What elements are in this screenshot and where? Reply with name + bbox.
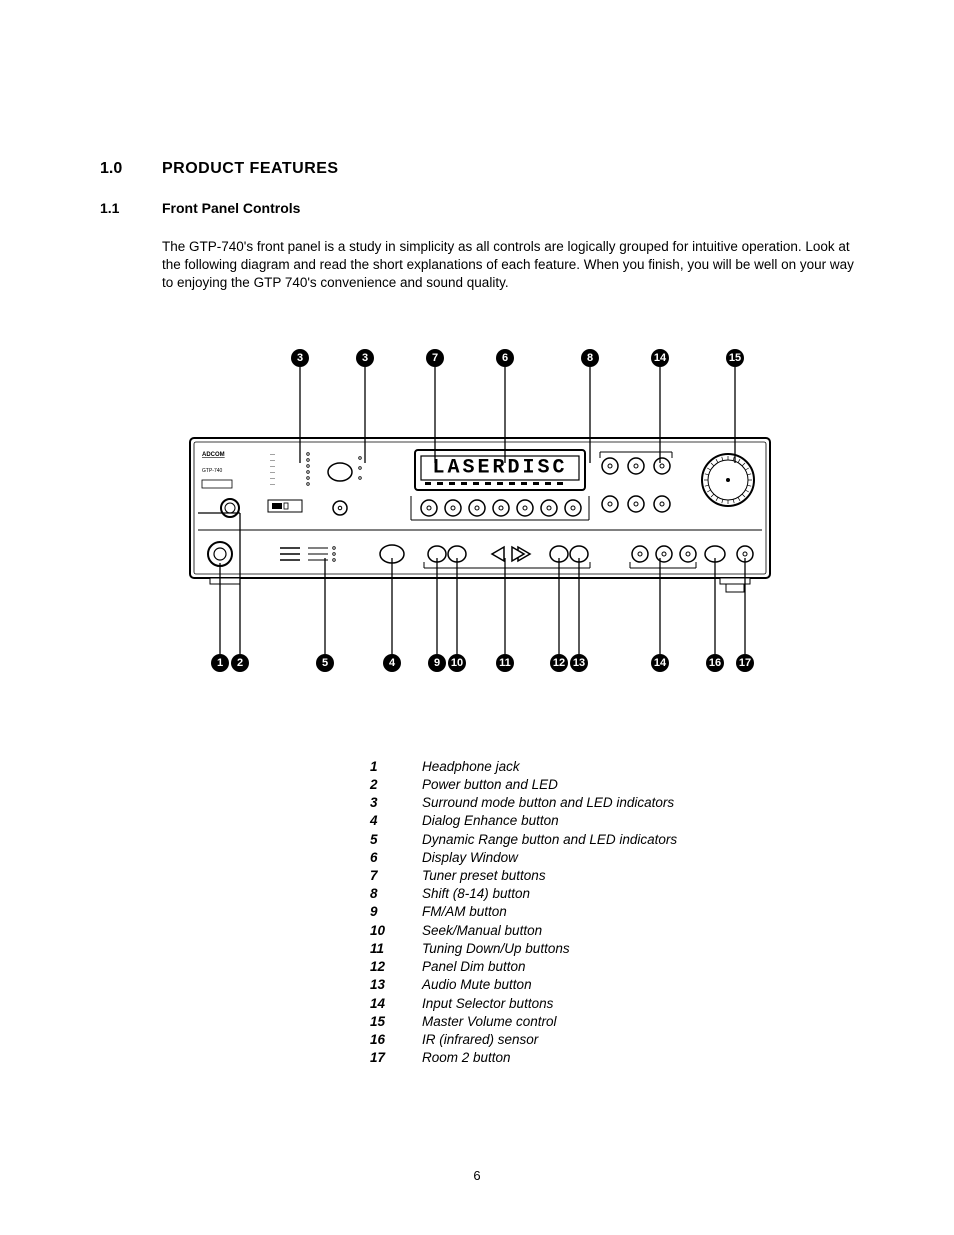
front-panel-diagram: ADCOMGTP-740——————LASERDISC3376814151254… [160,343,854,698]
legend-label: Tuner preset buttons [422,867,546,885]
svg-text:7: 7 [432,352,438,364]
subsection-heading: 1.1 Front Panel Controls [100,200,854,216]
legend-label: Master Volume control [422,1013,557,1031]
section-heading: 1.0 PRODUCT FEATURES [100,160,854,178]
legend-row: 14Input Selector buttons [370,995,854,1013]
svg-text:15: 15 [729,352,741,364]
svg-text:8: 8 [587,352,593,364]
svg-text:5: 5 [322,657,328,669]
legend-row: 13Audio Mute button [370,976,854,994]
page-number: 6 [0,1168,954,1183]
legend-number: 9 [370,903,422,921]
svg-text:14: 14 [654,657,667,669]
legend-label: Power button and LED [422,776,558,794]
legend-number: 16 [370,1031,422,1049]
legend-label: Dialog Enhance button [422,812,559,830]
legend-number: 3 [370,794,422,812]
legend-row: 8Shift (8-14) button [370,885,854,903]
svg-text:LASERDISC: LASERDISC [432,456,567,479]
legend-number: 8 [370,885,422,903]
legend-number: 11 [370,940,422,958]
intro-paragraph: The GTP-740's front panel is a study in … [162,238,854,293]
legend-row: 2Power button and LED [370,776,854,794]
svg-text:GTP-740: GTP-740 [202,468,223,474]
legend-label: Audio Mute button [422,976,532,994]
legend-label: IR (infrared) sensor [422,1031,538,1049]
svg-text:14: 14 [654,352,667,364]
legend-number: 6 [370,849,422,867]
legend-row: 17Room 2 button [370,1049,854,1067]
legend-row: 6Display Window [370,849,854,867]
legend-label: Dynamic Range button and LED indicators [422,831,677,849]
legend-label: Tuning Down/Up buttons [422,940,570,958]
legend-row: 5Dynamic Range button and LED indicators [370,831,854,849]
section-number: 1.0 [100,160,162,178]
svg-text:13: 13 [573,657,585,669]
svg-text:—: — [270,482,275,488]
legend-number: 13 [370,976,422,994]
legend-row: 7Tuner preset buttons [370,867,854,885]
legend-number: 10 [370,922,422,940]
legend-number: 2 [370,776,422,794]
legend-number: 5 [370,831,422,849]
legend-row: 1Headphone jack [370,758,854,776]
svg-text:17: 17 [739,657,751,669]
legend-label: Panel Dim button [422,958,526,976]
legend-label: FM/AM button [422,903,507,921]
legend-label: Input Selector buttons [422,995,553,1013]
legend-row: 16IR (infrared) sensor [370,1031,854,1049]
legend-number: 14 [370,995,422,1013]
legend-row: 15Master Volume control [370,1013,854,1031]
legend-row: 11Tuning Down/Up buttons [370,940,854,958]
svg-text:4: 4 [389,657,396,669]
svg-text:10: 10 [451,657,463,669]
legend-number: 17 [370,1049,422,1067]
legend-row: 3Surround mode button and LED indicators [370,794,854,812]
legend-row: 12Panel Dim button [370,958,854,976]
svg-text:12: 12 [553,657,565,669]
legend-number: 12 [370,958,422,976]
legend-number: 15 [370,1013,422,1031]
legend-label: Shift (8-14) button [422,885,530,903]
svg-text:3: 3 [362,352,368,364]
subsection-title: Front Panel Controls [162,200,300,216]
svg-text:11: 11 [499,657,511,669]
subsection-number: 1.1 [100,200,162,216]
legend-number: 1 [370,758,422,776]
svg-text:16: 16 [709,657,721,669]
diagram-svg: ADCOMGTP-740——————LASERDISC3376814151254… [160,343,800,693]
svg-text:2: 2 [237,657,243,669]
legend-label: Room 2 button [422,1049,511,1067]
page: 1.0 PRODUCT FEATURES 1.1 Front Panel Con… [0,0,954,1235]
section-title: PRODUCT FEATURES [162,160,339,178]
legend-number: 4 [370,812,422,830]
legend-row: 4Dialog Enhance button [370,812,854,830]
svg-text:3: 3 [297,352,303,364]
legend-label: Seek/Manual button [422,922,542,940]
legend-label: Headphone jack [422,758,520,776]
legend-label: Surround mode button and LED indicators [422,794,674,812]
legend-row: 9FM/AM button [370,903,854,921]
legend-label: Display Window [422,849,518,867]
legend-list: 1Headphone jack2Power button and LED3Sur… [370,758,854,1068]
svg-text:1: 1 [217,657,223,669]
legend-row: 10Seek/Manual button [370,922,854,940]
svg-text:ADCOM: ADCOM [202,452,225,458]
svg-text:6: 6 [502,352,508,364]
svg-text:9: 9 [434,657,440,669]
legend-number: 7 [370,867,422,885]
